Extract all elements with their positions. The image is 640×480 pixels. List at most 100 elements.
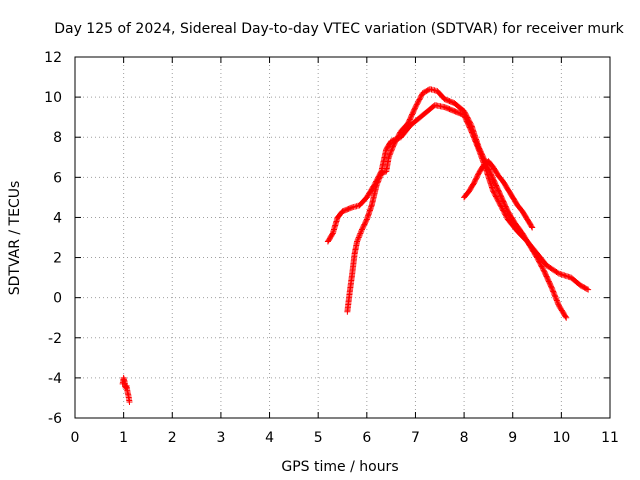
y-tick-label: 2 (53, 251, 62, 267)
data-point-marker (473, 174, 480, 181)
data-point-marker (461, 108, 468, 115)
data-point-marker (472, 177, 479, 184)
data-point-marker (376, 175, 383, 182)
data-point-marker (393, 135, 400, 142)
data-point-marker (493, 194, 500, 201)
data-point-marker (375, 178, 382, 185)
data-point-marker (536, 258, 543, 265)
data-point-marker (362, 218, 369, 225)
data-point-marker (490, 189, 497, 196)
data-point-marker (376, 174, 383, 181)
data-point-marker (538, 262, 545, 269)
data-point-marker (374, 179, 381, 186)
data-point-marker (414, 100, 421, 107)
y-tick-label: 6 (53, 170, 62, 186)
data-point-marker (392, 138, 399, 145)
data-point-marker (467, 119, 474, 126)
data-point-marker (358, 226, 365, 233)
data-point-marker (361, 220, 368, 227)
x-tick-label: 10 (552, 430, 570, 446)
data-point-marker (583, 285, 590, 292)
data-point-marker (356, 233, 363, 240)
data-point-marker (492, 193, 499, 200)
data-point-marker (461, 109, 468, 116)
grid-lines (75, 57, 610, 418)
data-point-marker (390, 143, 397, 150)
series-track-d (461, 158, 536, 231)
data-point-marker (463, 111, 470, 118)
data-point-marker (389, 144, 396, 151)
data-point-marker (411, 105, 418, 112)
data-point-marker (540, 267, 547, 274)
data-point-marker (415, 99, 422, 106)
data-point-marker (357, 230, 364, 237)
data-point-marker (396, 130, 403, 137)
plot-frame (74, 56, 611, 419)
data-point-marker (471, 179, 478, 186)
data-point-marker (563, 314, 570, 321)
data-point-marker (470, 180, 477, 187)
series-track-a (119, 374, 133, 405)
data-point-marker (412, 104, 419, 111)
data-point-marker (356, 231, 363, 238)
data-point-marker (550, 289, 557, 296)
data-point-marker (355, 235, 362, 242)
y-tick-label: -6 (48, 411, 62, 427)
data-point-marker (503, 213, 510, 220)
series-track-c (344, 86, 570, 321)
data-point-marker (465, 117, 472, 124)
data-point-marker (538, 263, 545, 270)
data-point-marker (387, 150, 394, 157)
data-point-marker (385, 154, 392, 161)
x-tick-label: 0 (71, 430, 80, 446)
data-point-marker (552, 294, 559, 301)
data-point-marker (391, 139, 398, 146)
x-tick-label: 4 (265, 430, 274, 446)
y-tick-label: -2 (48, 331, 62, 347)
data-point-marker (388, 146, 395, 153)
data-point-marker (466, 118, 473, 125)
x-tick-label: 11 (601, 430, 619, 446)
data-point-marker (550, 288, 557, 295)
data-point-marker (395, 132, 402, 139)
x-tick-label: 8 (460, 430, 469, 446)
data-point-marker (528, 223, 535, 230)
data-point-marker (417, 93, 424, 100)
chart-title: Day 125 of 2024, Sidereal Day-to-day VTE… (54, 21, 624, 37)
data-point-marker (464, 114, 471, 121)
data-point-marker (126, 398, 133, 405)
data-point-marker (534, 254, 541, 261)
y-tick-label: -4 (48, 371, 62, 387)
data-point-marker (535, 257, 542, 264)
data-point-marker (360, 223, 367, 230)
y-tick-label: 0 (53, 291, 62, 307)
x-tick-label: 9 (508, 430, 517, 446)
x-tick-label: 7 (411, 430, 420, 446)
data-point-marker (549, 287, 556, 294)
data-point-marker (363, 217, 370, 224)
data-point-marker (539, 264, 546, 271)
data-point-marker (357, 229, 364, 236)
data-point-marker (374, 181, 381, 188)
data-point-marker (553, 296, 560, 303)
data-point-marker (502, 212, 509, 219)
data-point-marker (491, 190, 498, 197)
data-point-marker (360, 222, 367, 229)
x-tick-label: 3 (216, 430, 225, 446)
data-point-marker (358, 227, 365, 234)
data-point-marker (548, 283, 555, 290)
x-tick-label: 1 (119, 430, 128, 446)
data-point-marker (551, 291, 558, 298)
data-point-marker (361, 221, 368, 228)
data-point-marker (562, 313, 569, 320)
data-point-marker (377, 172, 384, 179)
data-point-marker (373, 182, 380, 189)
data-point-marker (549, 285, 556, 292)
data-point-marker (416, 96, 423, 103)
data-point-marker (375, 177, 382, 184)
data-point-marker (463, 113, 470, 120)
data-point-marker (529, 224, 536, 231)
data-point-marker (537, 260, 544, 267)
data-point-marker (386, 151, 393, 158)
